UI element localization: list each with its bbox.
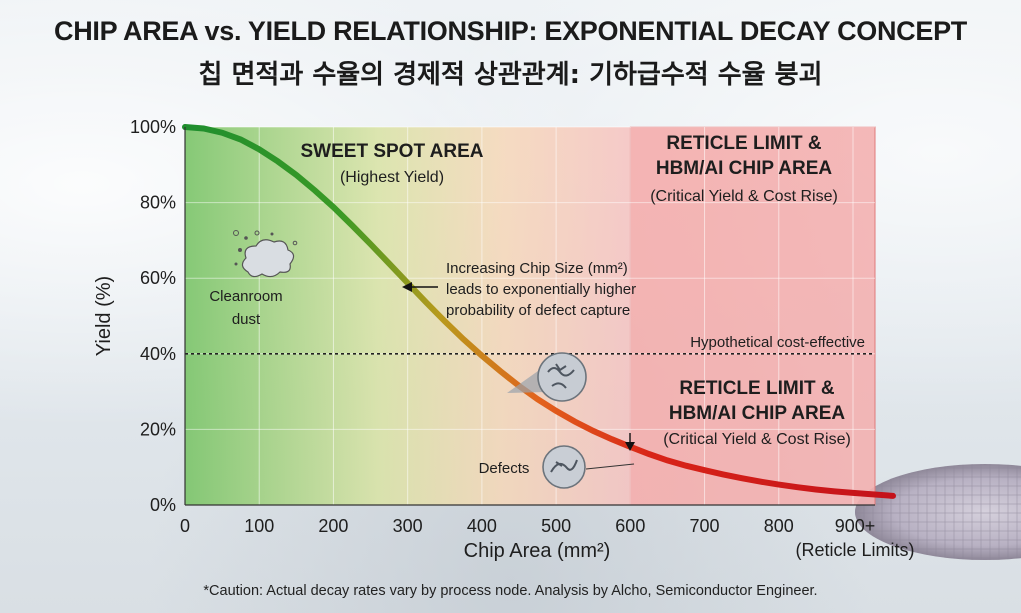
reticle-annotation-line2: HBM/AI CHIP AREA xyxy=(669,403,846,424)
x-tick-label: 200 xyxy=(318,516,348,536)
y-tick-label: 20% xyxy=(140,419,176,439)
defects-label: Defects xyxy=(479,460,530,477)
x-tick-label: 800 xyxy=(764,516,794,536)
y-tick-label: 80% xyxy=(140,193,176,213)
vertical-gridlines xyxy=(258,127,854,505)
sweet-spot-subtitle: (Highest Yield) xyxy=(340,169,444,186)
explanation-line1: Increasing Chip Size (mm²) xyxy=(446,260,628,277)
horizontal-gridlines xyxy=(185,126,875,430)
y-tick-label: 60% xyxy=(140,268,176,288)
dust-label-line2: dust xyxy=(232,311,261,328)
dust-cloud-icon xyxy=(233,230,298,278)
defect-magnifier-icon xyxy=(507,352,587,402)
reticle-limit-region xyxy=(629,126,876,506)
reticle-annotation-arrow xyxy=(625,433,635,451)
x-tick-label: 600 xyxy=(615,516,645,536)
y-tick-label: 0% xyxy=(150,495,176,515)
x-tick-note: (Reticle Limits) xyxy=(795,540,914,560)
x-tick-label: 300 xyxy=(393,516,423,536)
reticle-zone-subtitle: (Critical Yield & Cost Rise) xyxy=(650,188,838,205)
y-tick-label: 40% xyxy=(140,344,176,364)
defect-icon xyxy=(542,445,635,489)
x-axis-label: Chip Area (mm²) xyxy=(464,540,611,562)
x-tick-label: 100 xyxy=(244,516,274,536)
reticle-zone-title-line2: HBM/AI CHIP AREA xyxy=(656,158,833,179)
silicon-wafer-image xyxy=(855,464,1021,560)
chart-subtitle: 칩 면적과 수율의 경제적 상관관계: 기하급수적 수율 붕괴 xyxy=(198,60,823,90)
y-tick-labels: 0% 20% 40% 60% 80% 100% xyxy=(130,117,176,515)
x-tick-label: 400 xyxy=(467,516,497,536)
x-tick-label: 500 xyxy=(541,516,571,536)
y-tick-label: 100% xyxy=(130,117,176,137)
reticle-annotation-subtitle: (Critical Yield & Cost Rise) xyxy=(663,431,851,448)
explanation-arrow xyxy=(402,282,438,292)
yield-curve-line xyxy=(182,124,896,499)
chart-title: CHIP AREA vs. YIELD RELATIONSHIP: EXPONE… xyxy=(54,16,967,46)
dust-label-line1: Cleanroom xyxy=(209,288,282,305)
reference-line-label: Hypothetical cost-effective xyxy=(690,334,865,351)
reticle-annotation-line1: RETICLE LIMIT & xyxy=(679,378,834,399)
x-tick-label: 0 xyxy=(180,516,190,536)
caution-footnote: *Caution: Actual decay rates vary by pro… xyxy=(203,583,818,599)
sweet-spot-title: SWEET SPOT AREA xyxy=(301,141,484,162)
y-axis-label: Yield (%) xyxy=(93,276,115,356)
explanation-line2: leads to exponentially higher xyxy=(446,281,636,298)
x-tick-labels: 0 100 200 300 400 500 600 700 800 900+ xyxy=(180,516,875,536)
x-tick-label: 700 xyxy=(690,516,720,536)
x-tick-label: 900+ xyxy=(835,516,876,536)
reticle-zone-title-line1: RETICLE LIMIT & xyxy=(666,133,821,154)
explanation-line3: probability of defect capture xyxy=(446,302,630,319)
